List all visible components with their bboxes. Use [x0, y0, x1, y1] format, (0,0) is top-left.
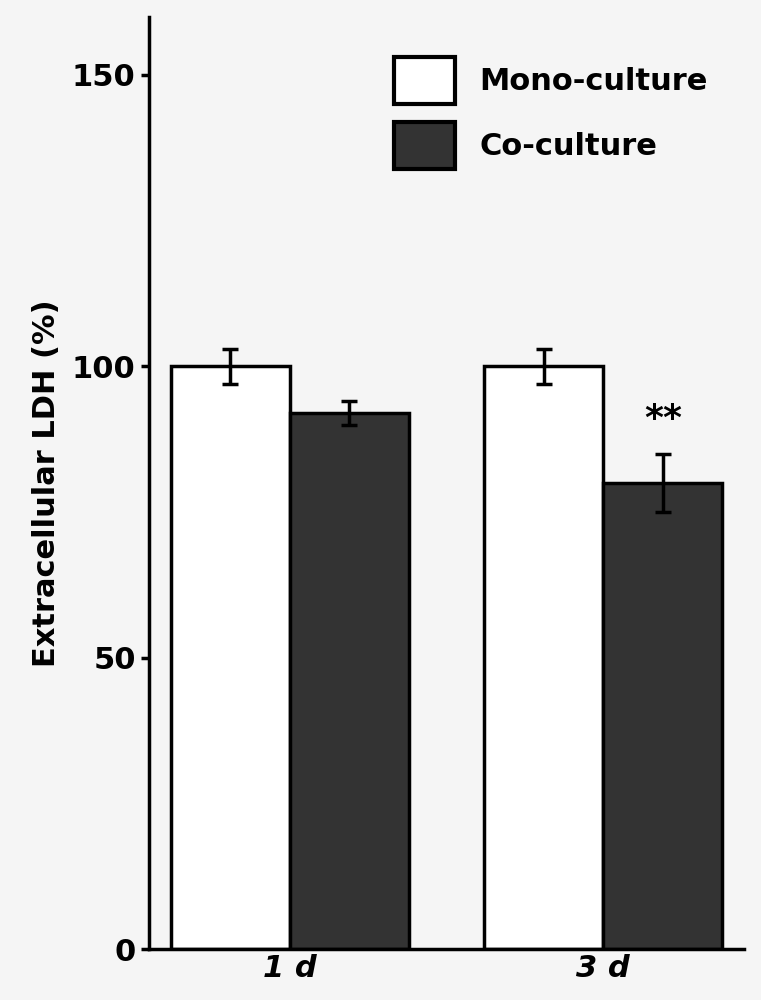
Legend: Mono-culture, Co-culture: Mono-culture, Co-culture [379, 41, 723, 185]
Bar [290, 413, 409, 949]
Bar [484, 366, 603, 949]
Y-axis label: Extracellular LDH (%): Extracellular LDH (%) [32, 299, 61, 667]
Bar [171, 366, 290, 949]
Bar [603, 483, 722, 949]
Text: **: ** [644, 402, 682, 436]
